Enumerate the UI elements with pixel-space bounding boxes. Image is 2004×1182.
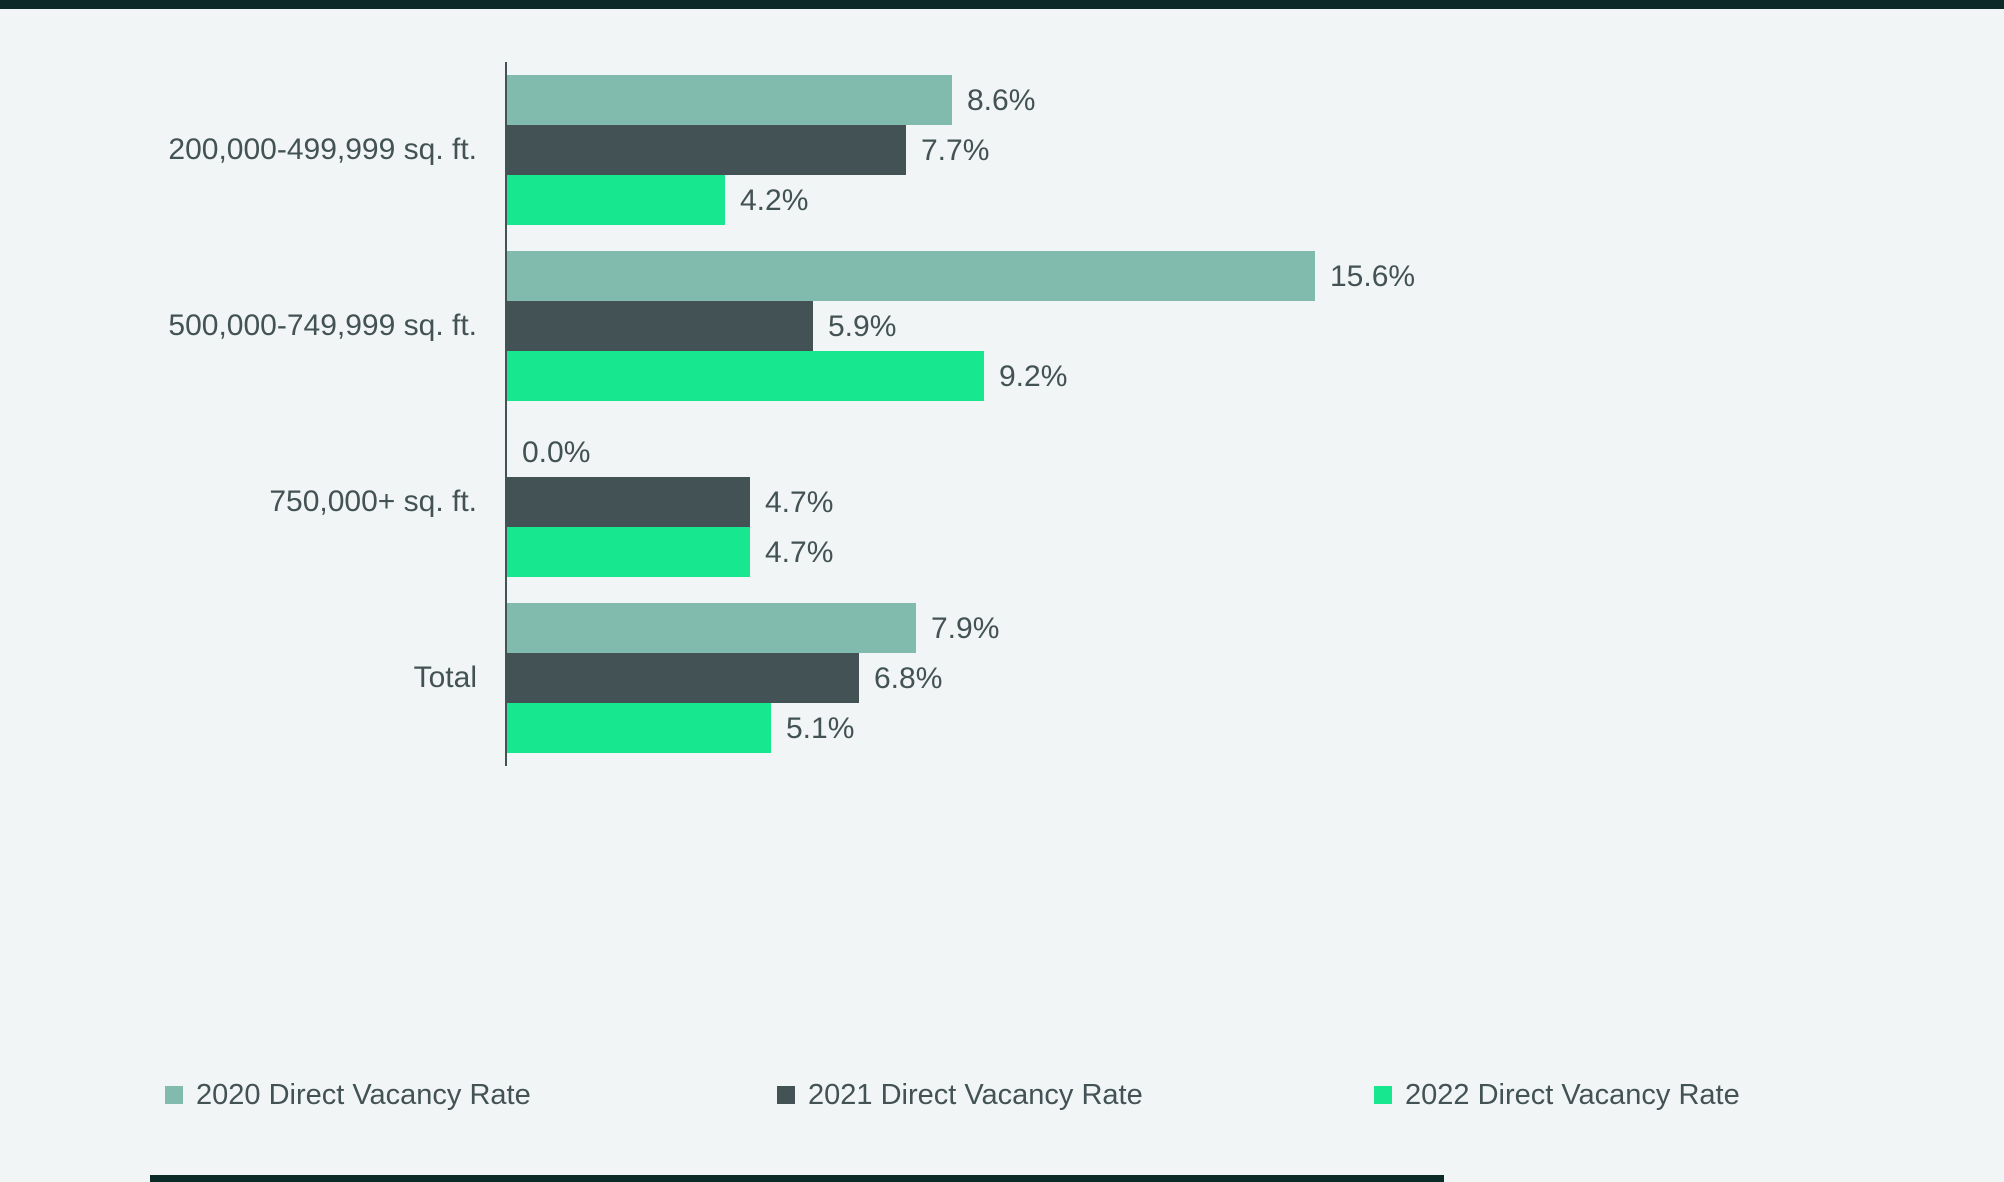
category-label: 750,000+ sq. ft. — [269, 485, 477, 518]
bottom-accent-bar — [150, 1175, 1444, 1182]
value-label: 4.2% — [740, 184, 809, 217]
bar-2022-group4 — [507, 703, 771, 753]
value-label: 0.0% — [522, 436, 591, 469]
category-label: 500,000-749,999 sq. ft. — [168, 309, 477, 342]
bar-2020-group4 — [507, 603, 916, 653]
value-label: 8.6% — [967, 84, 1036, 117]
bar-2020-group2 — [507, 251, 1315, 301]
bar-2020-group1 — [507, 75, 952, 125]
bar-2021-group4 — [507, 653, 859, 703]
legend-swatch-icon — [1374, 1086, 1392, 1104]
legend-item: 2021 Direct Vacancy Rate — [777, 1078, 1143, 1112]
legend-item: 2022 Direct Vacancy Rate — [1374, 1078, 1740, 1112]
value-label: 15.6% — [1330, 260, 1416, 293]
value-label: 4.7% — [765, 536, 834, 569]
bar-2021-group2 — [507, 301, 813, 351]
legend-swatch-icon — [777, 1086, 795, 1104]
category-label: 200,000-499,999 sq. ft. — [168, 133, 477, 166]
category-label: Total — [413, 661, 477, 694]
legend-swatch-icon — [165, 1086, 183, 1104]
legend-item: 2020 Direct Vacancy Rate — [165, 1078, 531, 1112]
bar-2022-group2 — [507, 351, 984, 401]
value-label: 4.7% — [765, 486, 834, 519]
value-label: 7.9% — [931, 612, 1000, 645]
value-label: 6.8% — [874, 662, 943, 695]
bar-2021-group1 — [507, 125, 906, 175]
value-label: 5.9% — [828, 310, 897, 343]
value-label: 7.7% — [921, 134, 990, 167]
legend-label: 2022 Direct Vacancy Rate — [1405, 1079, 1740, 1111]
y-axis-line — [505, 62, 507, 766]
bar-2022-group3 — [507, 527, 750, 577]
bar-2021-group3 — [507, 477, 750, 527]
bar-2022-group1 — [507, 175, 725, 225]
value-label: 5.1% — [786, 712, 855, 745]
legend-label: 2020 Direct Vacancy Rate — [196, 1079, 531, 1111]
top-accent-bar — [0, 0, 2004, 9]
legend-label: 2021 Direct Vacancy Rate — [808, 1079, 1143, 1111]
value-label: 9.2% — [999, 360, 1068, 393]
